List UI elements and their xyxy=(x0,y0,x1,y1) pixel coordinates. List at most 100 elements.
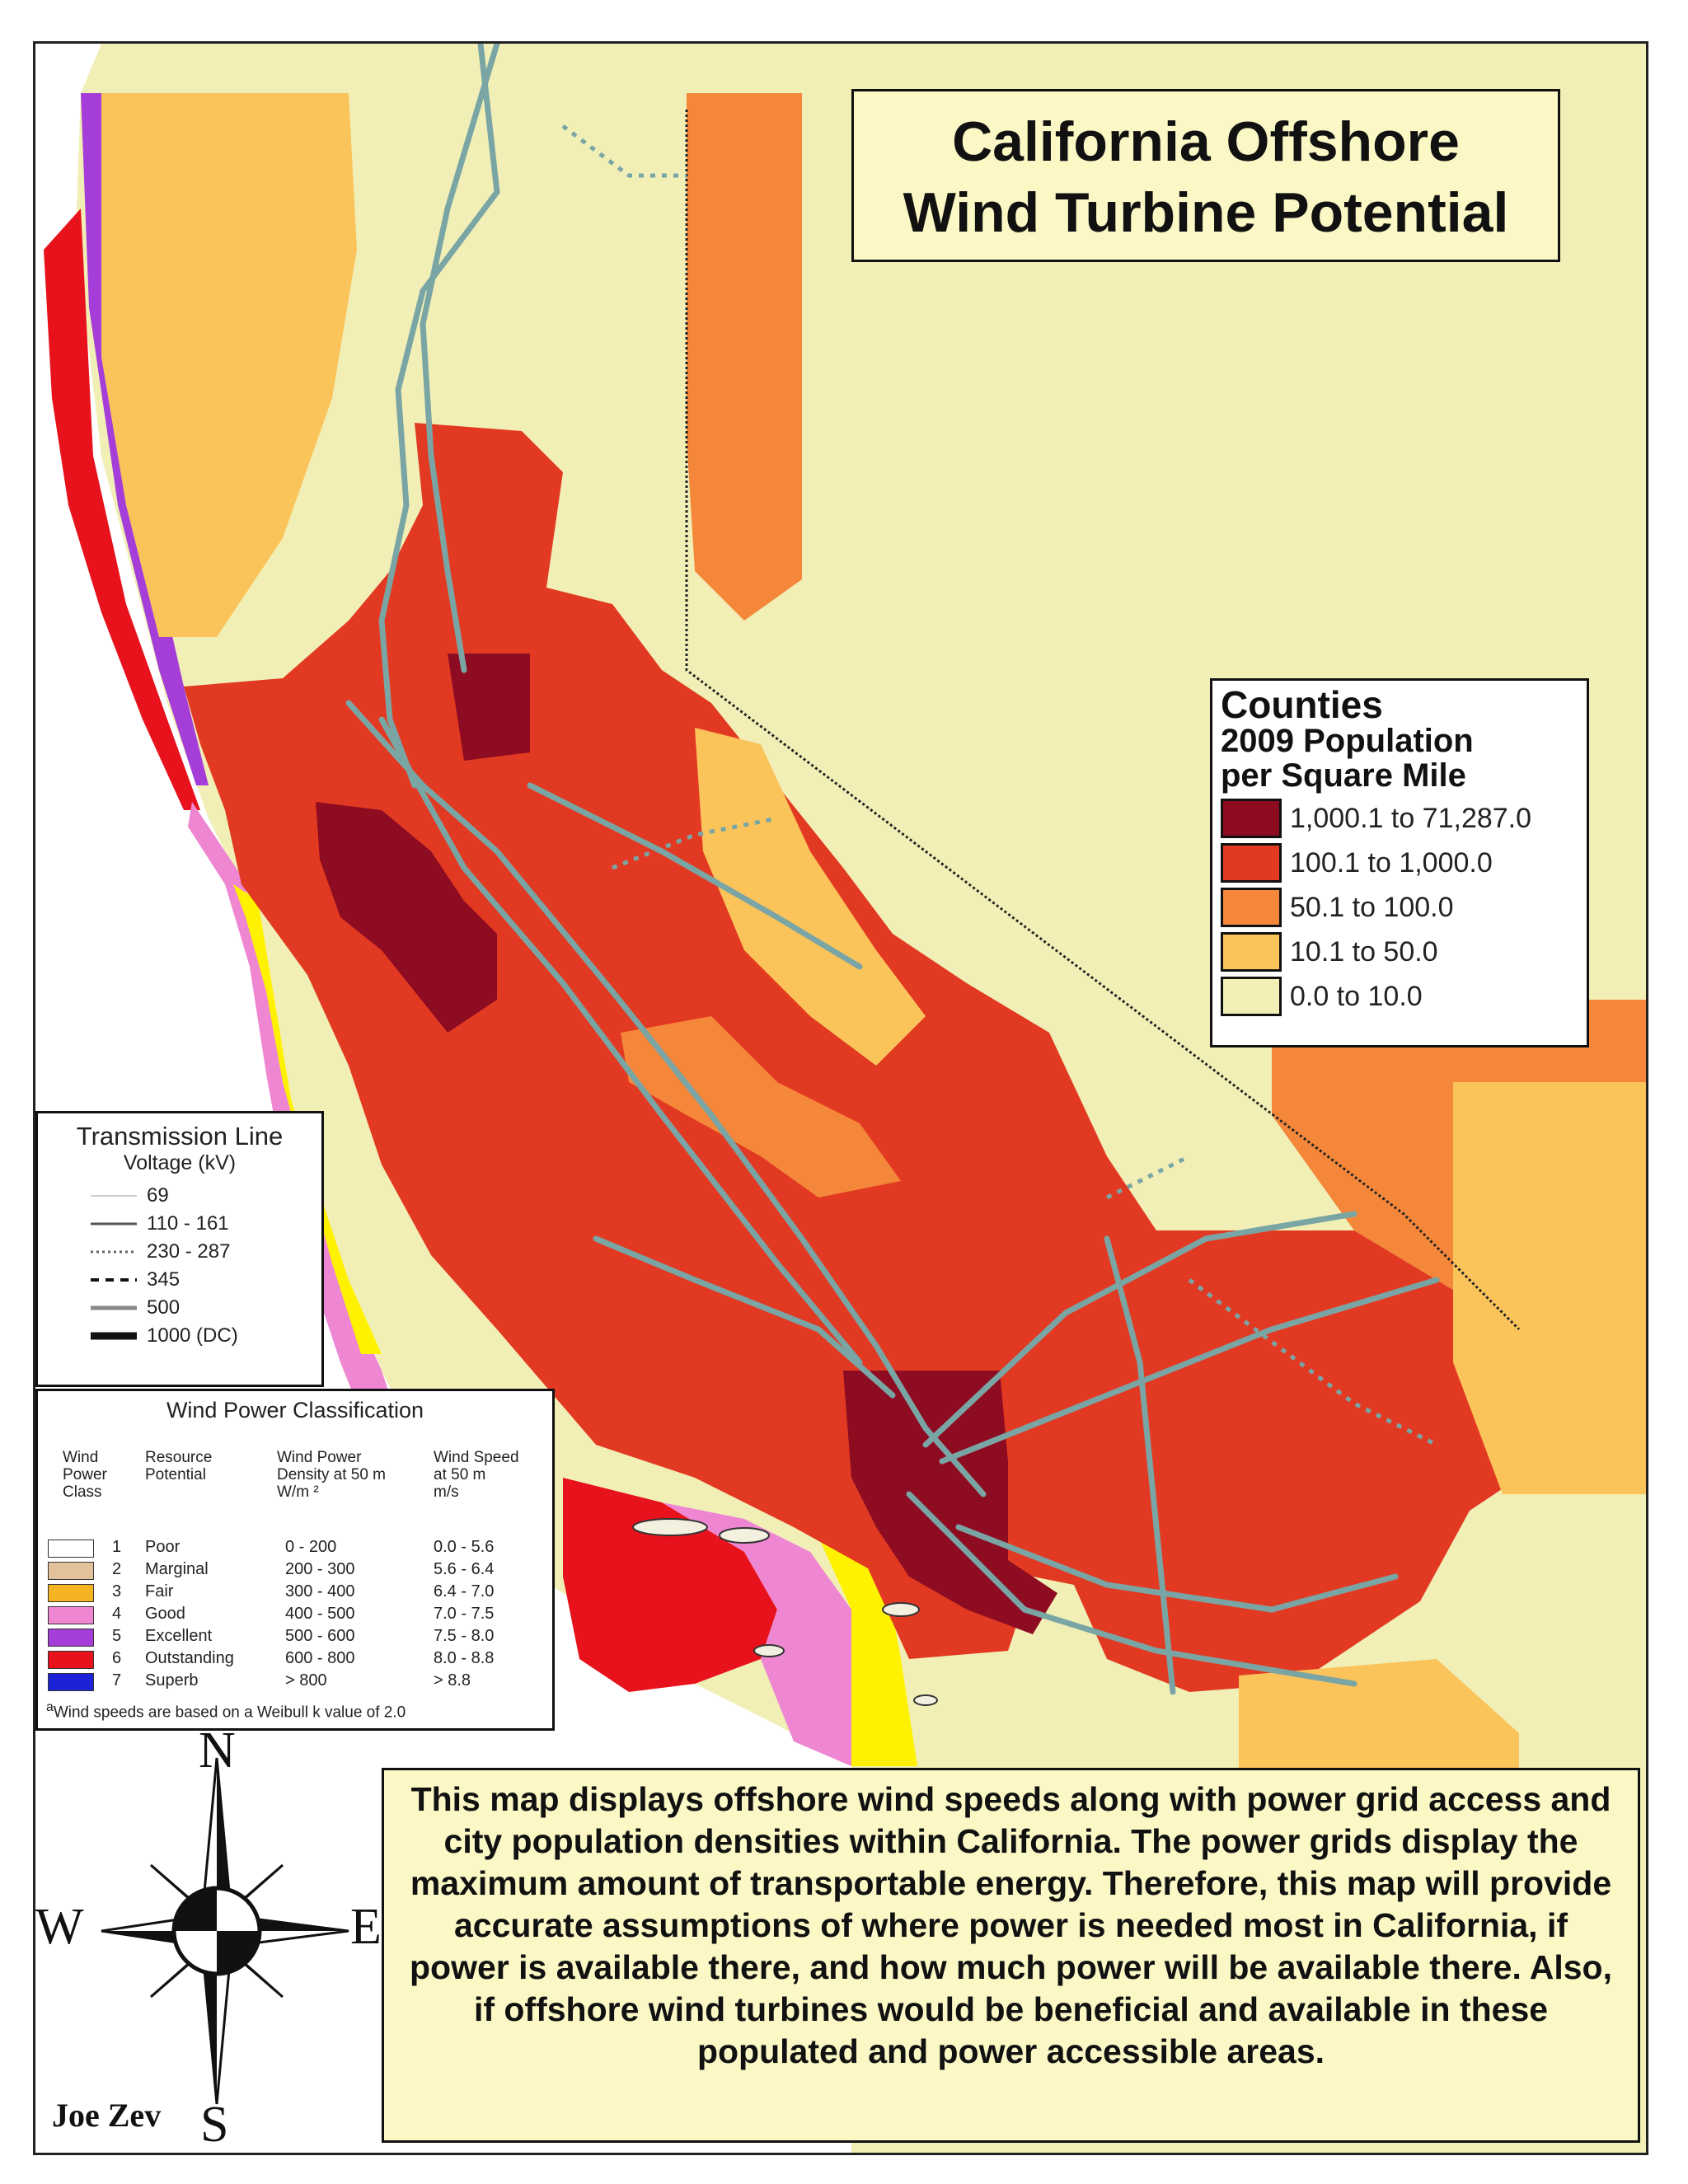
map-title-line2: Wind Turbine Potential xyxy=(903,181,1509,244)
transmission-legend-label: 110 - 161 xyxy=(147,1212,229,1235)
county-legend-row: 50.1 to 100.0 xyxy=(1221,885,1578,930)
wind-resource-potential: Marginal xyxy=(145,1560,209,1578)
county-legend-label: 10.1 to 50.0 xyxy=(1290,935,1438,968)
wind-resource-potential: Good xyxy=(145,1605,185,1623)
wind-speed: 0.0 - 5.6 xyxy=(434,1538,495,1556)
wind-speed: 6.4 - 7.0 xyxy=(434,1582,495,1601)
wind-speed: 7.0 - 7.5 xyxy=(434,1605,495,1623)
wind-class-3-band xyxy=(233,884,382,1354)
wind-class-number: 2 xyxy=(112,1560,122,1578)
wind-resource-potential: Outstanding xyxy=(145,1649,234,1667)
map-canvas xyxy=(35,44,1646,2153)
county-legend-swatch xyxy=(1221,932,1282,972)
transmission-lines xyxy=(345,44,1440,1695)
state-border-line xyxy=(685,110,1521,1331)
wind-resource-potential: Superb xyxy=(145,1671,199,1690)
offshore-south-class-5 xyxy=(662,1502,851,1766)
county-region-1000-plus-sac xyxy=(448,654,530,761)
county-region-10-50-sierra xyxy=(695,728,926,1066)
transmission-legend-row: 69 xyxy=(89,1182,312,1210)
transmission-legend-label: 500 xyxy=(147,1296,181,1319)
wind-speed: 5.6 - 6.4 xyxy=(434,1560,495,1578)
map-frame: California Offshore Wind Turbine Potenti… xyxy=(33,41,1648,2155)
transmission-line-symbol xyxy=(91,1250,137,1254)
transmission-lines-dotted xyxy=(561,124,1438,1447)
transmission-legend-row: 1000 (DC) xyxy=(89,1322,312,1350)
wind-power-density: 0 - 200 xyxy=(285,1538,337,1556)
county-legend-rows: 1,000.1 to 71,287.0 100.1 to 1,000.0 50.1 … xyxy=(1221,796,1578,1019)
wind-class-swatch xyxy=(48,1673,94,1691)
county-legend-swatch xyxy=(1221,799,1282,838)
compass-east-label: E xyxy=(350,1899,382,1955)
wind-resource-potential: Poor xyxy=(145,1538,181,1556)
transmission-legend-row: 500 xyxy=(89,1294,312,1322)
transmission-line-symbol xyxy=(91,1222,137,1226)
compass-icon xyxy=(101,1757,349,2105)
transmission-legend-title: Transmission Line xyxy=(76,1122,284,1151)
wind-class-swatch xyxy=(48,1540,94,1558)
wind-class-6-band xyxy=(44,209,200,810)
wind-class-4-band xyxy=(188,802,406,1445)
wind-note-text: Wind speeds are based on a Weibull k val… xyxy=(53,1704,406,1722)
county-legend-title: Counties xyxy=(1221,683,1383,726)
wind-header-potential: Resource Potential xyxy=(145,1449,213,1483)
wind-class-swatch xyxy=(48,1651,94,1669)
compass-south-label: S xyxy=(200,2097,229,2153)
compass-north-label: N xyxy=(199,1722,236,1779)
wind-legend-note: aWind speeds are based on a Weibull k va… xyxy=(46,1700,406,1722)
channel-islands xyxy=(632,1518,938,1706)
county-region-10-50-east xyxy=(1453,1082,1646,1494)
description-box: This map displays offshore wind speeds a… xyxy=(382,1768,1640,2143)
wind-speed: > 8.8 xyxy=(434,1671,471,1690)
county-legend-row: 0.0 to 10.0 xyxy=(1221,974,1578,1019)
transmission-legend-row: 345 xyxy=(89,1266,312,1294)
compass-rose: N S W E xyxy=(35,1722,382,2153)
transmission-legend-row: 230 - 287 xyxy=(89,1238,312,1266)
transmission-legend-label: 69 xyxy=(147,1184,169,1207)
county-region-50-100-north xyxy=(687,93,802,621)
county-legend-label: 0.0 to 10.0 xyxy=(1290,980,1423,1012)
wind-header-class: Wind Power Class xyxy=(63,1449,107,1501)
transmission-legend-row: 110 - 161 xyxy=(89,1210,312,1238)
offshore-south-class-6 xyxy=(563,1478,777,1692)
map-title-line1: California Offshore xyxy=(952,110,1460,173)
wind-class-swatch xyxy=(48,1629,94,1647)
county-region-10-50-se xyxy=(1239,1659,1519,1799)
wind-power-density: > 800 xyxy=(285,1671,327,1690)
wind-header-density: Wind Power Density at 50 m W/m ² xyxy=(277,1449,386,1501)
transmission-line-legend: Transmission Line Voltage (kV) 69 110 - 1… xyxy=(35,1111,324,1387)
transmission-legend-label: 230 - 287 xyxy=(147,1240,231,1263)
wind-resource-potential: Fair xyxy=(145,1582,174,1601)
county-legend-swatch xyxy=(1221,888,1282,927)
county-legend-label: 1,000.1 to 71,287.0 xyxy=(1290,802,1532,834)
wind-resource-potential: Excellent xyxy=(145,1627,213,1645)
wind-header-speed: Wind Speed at 50 m m/s xyxy=(434,1449,519,1501)
wind-note-marker: a xyxy=(46,1700,54,1714)
county-legend-subtitle1: 2009 Population xyxy=(1221,723,1474,759)
transmission-line-symbol xyxy=(91,1195,137,1197)
wind-power-density: 400 - 500 xyxy=(285,1605,355,1623)
wind-class-5-band xyxy=(81,93,209,785)
wind-class-number: 4 xyxy=(112,1605,122,1623)
county-region-50-100 xyxy=(621,1016,901,1197)
wind-class-number: 1 xyxy=(112,1538,122,1556)
transmission-legend-label: 345 xyxy=(147,1268,181,1291)
county-legend-subtitle2: per Square Mile xyxy=(1221,757,1466,794)
transmission-line-symbol xyxy=(91,1305,137,1310)
wind-power-density: 200 - 300 xyxy=(285,1560,355,1578)
county-legend-row: 10.1 to 50.0 xyxy=(1221,930,1578,974)
county-legend-label: 50.1 to 100.0 xyxy=(1290,891,1454,923)
transmission-legend-label: 1000 (DC) xyxy=(147,1324,238,1347)
map-title-box: California Offshore Wind Turbine Potenti… xyxy=(851,89,1560,262)
county-legend-row: 100.1 to 1,000.0 xyxy=(1221,841,1578,885)
wind-class-number: 3 xyxy=(112,1582,122,1601)
wind-power-legend: Wind Power Classification Wind Power Cla… xyxy=(35,1389,555,1731)
wind-class-number: 7 xyxy=(112,1671,122,1690)
transmission-line-symbol xyxy=(91,1278,137,1282)
compass-west-label: W xyxy=(35,1899,84,1955)
wind-class-swatch xyxy=(48,1606,94,1624)
wind-class-swatch xyxy=(48,1584,94,1602)
wind-class-number: 6 xyxy=(112,1649,122,1667)
description-text: This map displays offshore wind speeds a… xyxy=(410,1780,1612,2070)
county-legend-label: 100.1 to 1,000.0 xyxy=(1290,846,1493,879)
